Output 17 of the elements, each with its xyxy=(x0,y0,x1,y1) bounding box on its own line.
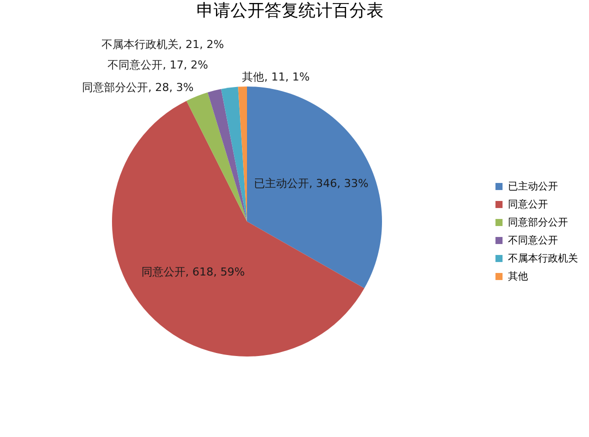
pie-slice xyxy=(208,89,247,222)
legend-label: 同意公开 xyxy=(508,198,548,210)
data-label: 其他, 11, 1% xyxy=(242,70,310,84)
data-label: 同意公开, 618, 59% xyxy=(141,266,245,279)
data-label: 已主动公开, 346, 33% xyxy=(254,177,368,190)
pie-slice xyxy=(221,86,247,222)
pie-slice xyxy=(186,92,247,222)
data-label: 不属本行政机关, 21, 2% xyxy=(102,38,224,51)
legend-label: 同意部分公开 xyxy=(508,216,568,228)
chart-title: 申请公开答复统计百分表 xyxy=(196,1,384,21)
pie-slice xyxy=(247,86,382,288)
legend-label: 不同意公开 xyxy=(508,234,558,246)
legend-label: 其他 xyxy=(508,270,528,282)
data-label: 不同意公开, 17, 2% xyxy=(108,58,208,72)
legend-label: 已主动公开 xyxy=(508,180,558,192)
data-label: 同意部分公开, 28, 3% xyxy=(82,80,194,94)
legend-label: 不属本行政机关 xyxy=(508,252,578,264)
